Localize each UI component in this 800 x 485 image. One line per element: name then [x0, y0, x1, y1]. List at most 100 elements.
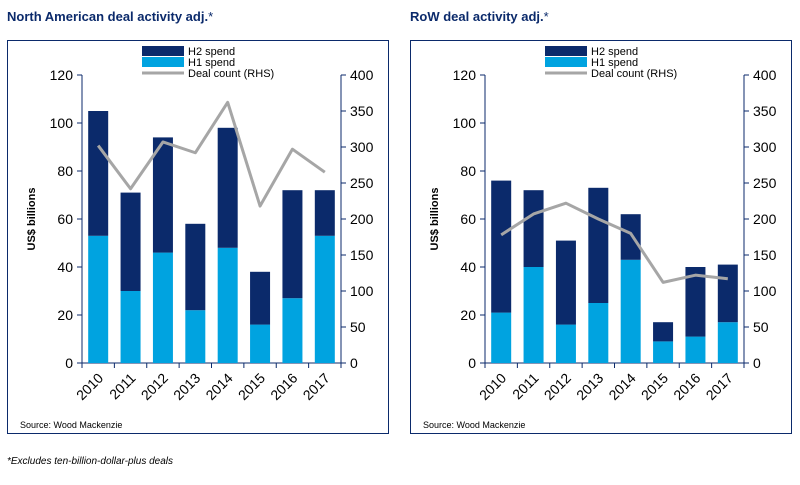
y-tick-label: 80: [57, 163, 73, 179]
bar-h2-spend: [523, 190, 544, 267]
bar-h2-spend: [250, 271, 271, 325]
y2-tick-label: 150: [350, 247, 374, 263]
bar-h2-spend: [282, 190, 303, 299]
y2-tick-label: 50: [350, 319, 366, 335]
y-tick-label: 20: [460, 307, 476, 323]
y2-tick-label: 200: [753, 211, 777, 227]
legend-h1-spend-swatch: [142, 57, 184, 67]
legend-h1-spend-swatch: [545, 57, 587, 67]
y-tick-label: 60: [460, 211, 476, 227]
bar-h2-spend: [717, 264, 738, 323]
y-tick-label: 0: [65, 355, 73, 371]
bar-h2-spend: [653, 322, 674, 342]
bar-h1-spend: [217, 247, 238, 363]
y2-tick-label: 300: [753, 139, 777, 155]
y2-tick-label: 150: [753, 247, 777, 263]
bar-h1-spend: [282, 298, 303, 363]
legend-h2-spend-label: H2 spend: [591, 46, 638, 58]
deal-count-line: [500, 201, 728, 284]
bar-h2-spend: [88, 111, 109, 236]
x-tick-label: 2017: [703, 370, 736, 403]
bar-h1-spend: [491, 312, 512, 363]
x-tick-label: 2017: [300, 370, 333, 403]
y-tick-label: 100: [50, 115, 74, 131]
chart-north-america: 0 20 40 60 80 100 120 0 50 100 150 200 250 300 350 400 U…: [20, 46, 374, 430]
legend-h2-spend-label: H2 spend: [188, 46, 235, 58]
y2-tick-label: 100: [753, 283, 777, 299]
chart-row: 0 20 40 60 80 100 120 0 50 100 150 200 250 300 350 400 U…: [423, 46, 777, 430]
y-tick-label: 0: [468, 355, 476, 371]
y2-tick-label: 250: [350, 175, 374, 191]
y2-tick-label: 250: [753, 175, 777, 191]
bar-h2-spend: [152, 137, 173, 253]
y2-tick-label: 200: [350, 211, 374, 227]
bar-h1-spend: [555, 324, 576, 363]
x-tick-label: 2014: [202, 370, 235, 403]
y-tick-label: 20: [57, 307, 73, 323]
x-tick-label: 2015: [638, 370, 671, 403]
y-tick-label: 40: [57, 259, 73, 275]
x-tick-label: 2013: [573, 370, 606, 403]
legend-deal-count-label: Deal count (RHS): [188, 68, 274, 80]
y-tick-label: 40: [460, 259, 476, 275]
x-tick-label: 2010: [476, 370, 509, 403]
x-tick-label: 2010: [73, 370, 106, 403]
legend-h1-spend-label: H1 spend: [188, 57, 235, 69]
x-tick-label: 2012: [541, 370, 574, 403]
x-tick-label: 2012: [138, 370, 171, 403]
y-tick-label: 100: [453, 115, 477, 131]
y2-tick-label: 350: [753, 103, 777, 119]
bar-h1-spend: [653, 341, 674, 363]
bar-h2-spend: [685, 267, 706, 337]
x-tick-label: 2016: [670, 370, 703, 403]
source-note: Source: Wood Mackenzie: [20, 420, 122, 430]
bar-h1-spend: [185, 310, 206, 363]
x-tick-label: 2011: [106, 370, 139, 403]
chart-title-north-america: North American deal activity adj.*: [7, 9, 214, 24]
bar-h2-spend: [185, 223, 206, 311]
bar-h1-spend: [523, 267, 544, 363]
y2-tick-label: 400: [753, 67, 777, 83]
y2-tick-label: 400: [350, 67, 374, 83]
legend-deal-count-label: Deal count (RHS): [591, 68, 677, 80]
y2-tick-label: 300: [350, 139, 374, 155]
y2-tick-label: 50: [753, 319, 769, 335]
y-tick-label: 80: [460, 163, 476, 179]
x-tick-label: 2016: [267, 370, 300, 403]
bar-h2-spend: [314, 190, 335, 236]
bar-h2-spend: [555, 240, 576, 325]
bar-h1-spend: [620, 259, 641, 363]
y-axis-label: US$ billions: [26, 188, 38, 251]
footnote: *Excludes ten-billion-dollar-plus deals: [7, 456, 174, 467]
bar-h1-spend: [152, 252, 173, 363]
bar-h1-spend: [88, 235, 109, 363]
y2-tick-label: 350: [350, 103, 374, 119]
bar-h1-spend: [685, 336, 706, 363]
source-note: Source: Wood Mackenzie: [423, 420, 525, 430]
y-tick-label: 120: [453, 67, 477, 83]
x-tick-label: 2015: [235, 370, 268, 403]
y-tick-label: 60: [57, 211, 73, 227]
y2-tick-label: 0: [350, 355, 358, 371]
chart-panel-north-america: 0 20 40 60 80 100 120 0 50 100 150 200 250 300 350 400 U…: [7, 40, 389, 434]
y-axis-label: US$ billions: [429, 188, 441, 251]
y-tick-label: 120: [50, 67, 74, 83]
x-tick-label: 2013: [170, 370, 203, 403]
legend-h1-spend-label: H1 spend: [591, 57, 638, 69]
bar-h1-spend: [120, 291, 141, 363]
x-tick-label: 2011: [509, 370, 542, 403]
y2-tick-label: 0: [753, 355, 761, 371]
chart-panel-row: 0 20 40 60 80 100 120 0 50 100 150 200 250 300 350 400 U…: [410, 40, 792, 434]
bar-h1-spend: [314, 235, 335, 363]
bar-h2-spend: [620, 214, 641, 260]
bar-h1-spend: [250, 324, 271, 363]
bar-h1-spend: [717, 322, 738, 363]
deal-count-line: [96, 100, 326, 208]
legend-h2-spend-swatch: [142, 46, 184, 56]
legend-h2-spend-swatch: [545, 46, 587, 56]
bar-h1-spend: [588, 303, 609, 363]
bar-h2-spend: [120, 192, 141, 291]
bar-h2-spend: [491, 180, 512, 313]
chart-title-row: RoW deal activity adj.*: [410, 9, 549, 24]
y2-tick-label: 100: [350, 283, 374, 299]
